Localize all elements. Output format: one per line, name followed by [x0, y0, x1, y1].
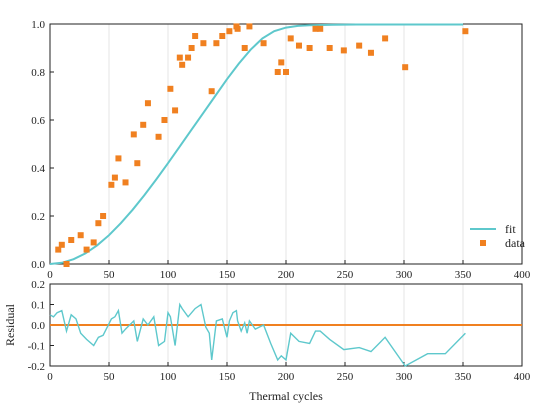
data-point	[356, 42, 363, 49]
residual-y-tick-label: 0.1	[31, 300, 45, 312]
residual-x-tick-label: 300	[396, 371, 413, 383]
legend-fit-label: fit	[505, 222, 516, 236]
residual-y-tick-label: 0.2	[31, 279, 45, 291]
data-point	[176, 54, 183, 61]
main-plot: 0 50 100 150 200 250 300 350 400 0.0 0.2 0.4 0.6 0.8 1…	[31, 19, 531, 281]
data-point	[306, 45, 313, 51]
main-data-marks	[49, 23, 469, 267]
residual-x-tick-label: 250	[337, 371, 354, 383]
main-y-tick-label: 0.2	[31, 211, 45, 223]
data-point	[134, 160, 141, 167]
data-point	[179, 61, 186, 68]
data-point	[100, 213, 107, 219]
residual-line	[49, 302, 466, 367]
fit-curve	[49, 23, 463, 265]
residual-data-marks	[49, 302, 522, 367]
data-point	[241, 45, 248, 51]
residual-x-tick-label: 100	[160, 371, 177, 383]
data-point	[108, 181, 115, 188]
main-y-tick-label: 0.4	[31, 163, 45, 175]
legend: fit data	[470, 222, 526, 250]
data-point	[462, 28, 469, 35]
residual-y-tick-label: -0.2	[28, 361, 45, 373]
data-point	[63, 261, 70, 267]
data-point	[200, 40, 207, 47]
main-x-tick-label: 250	[337, 269, 354, 281]
residual-x-tick-label: 50	[104, 371, 116, 383]
data-point	[90, 239, 97, 246]
data-point	[278, 59, 285, 66]
residual-y-tick-label: -0.1	[28, 341, 45, 353]
residual-y-tick-label: 0.0	[31, 320, 45, 332]
residual-x-tick-label: 400	[514, 371, 531, 383]
data-point	[192, 33, 199, 39]
data-point	[122, 179, 129, 186]
main-y-tick-label: 1.0	[31, 19, 45, 31]
main-gridlines	[108, 24, 464, 264]
data-point	[167, 85, 174, 92]
main-x-tick-label: 300	[396, 269, 413, 281]
data-point	[226, 28, 233, 35]
residual-y-axis-title: Residual	[3, 303, 17, 346]
data-point	[55, 246, 62, 253]
data-point	[295, 42, 302, 49]
data-point	[155, 133, 162, 140]
residual-x-tick-label: 350	[455, 371, 472, 383]
data-point	[188, 45, 195, 51]
data-point	[287, 35, 294, 42]
data-point	[58, 241, 65, 248]
data-point	[140, 121, 147, 128]
data-point	[172, 107, 179, 114]
residual-axis-ticks: 0 50 100 150 200 250 300 350 400 -0.2 -0.1 0.0 0.1 0.…	[28, 279, 531, 383]
data-point	[340, 47, 347, 54]
data-point	[95, 220, 102, 227]
data-point	[77, 232, 84, 239]
data-point	[326, 45, 333, 51]
residual-x-tick-label: 200	[278, 371, 295, 383]
data-point	[283, 69, 289, 75]
main-x-tick-label: 50	[104, 269, 116, 281]
main-y-tick-label: 0.8	[31, 67, 45, 79]
residual-x-tick-label: 150	[219, 371, 236, 383]
x-axis-title: Thermal cycles	[249, 389, 323, 403]
data-point	[367, 49, 374, 56]
main-x-tick-label: 100	[160, 269, 177, 281]
data-point	[246, 23, 253, 30]
main-x-tick-label: 400	[514, 269, 531, 281]
data-point	[144, 100, 151, 107]
data-point	[274, 69, 281, 75]
data-point	[213, 40, 220, 47]
main-x-tick-label: 350	[455, 269, 472, 281]
data-point	[68, 237, 75, 243]
data-point	[161, 117, 168, 123]
residual-x-tick-label: 0	[47, 371, 53, 383]
main-x-tick-label: 0	[47, 269, 53, 281]
data-point	[382, 35, 389, 42]
legend-data-label: data	[505, 236, 526, 250]
data-point	[111, 174, 118, 181]
data-point	[219, 33, 226, 39]
data-point	[312, 25, 319, 32]
residual-plot: 0 50 100 150 200 250 300 350 400 -0.2 -0.1 0.0 0.1 0.…	[3, 279, 531, 403]
data-point	[115, 155, 122, 162]
main-x-tick-label: 150	[219, 269, 236, 281]
data-point	[317, 25, 324, 32]
data-point	[260, 40, 267, 47]
main-y-tick-label: 0.0	[31, 259, 45, 271]
main-x-tick-label: 200	[278, 269, 295, 281]
data-point	[234, 25, 241, 32]
data-point	[185, 54, 192, 61]
data-point	[83, 246, 90, 253]
main-axis-ticks: 0 50 100 150 200 250 300 350 400 0.0 0.2 0.4 0.6 0.8 1…	[31, 19, 531, 281]
data-point	[402, 64, 409, 71]
data-point	[208, 88, 215, 95]
main-y-tick-label: 0.6	[31, 115, 45, 127]
legend-data-swatch	[480, 240, 486, 246]
data-point	[130, 131, 137, 138]
